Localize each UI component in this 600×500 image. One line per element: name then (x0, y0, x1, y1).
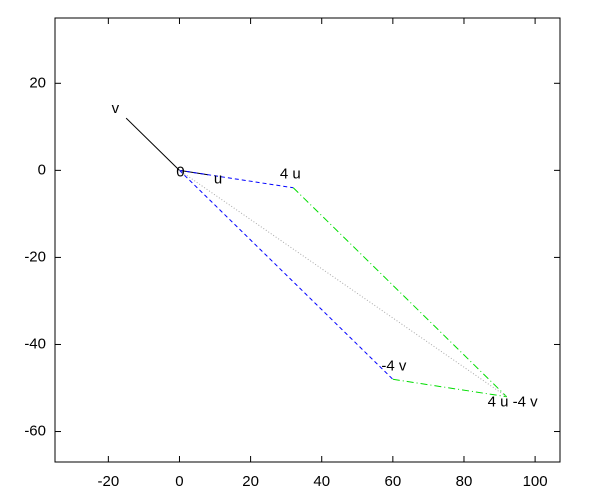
vector-segment (392, 378, 507, 398)
plot-frame (54, 17, 561, 463)
x-tick-label: 80 (456, 473, 473, 490)
annotation: -4 v (381, 357, 407, 374)
x-tick-label: 0 (175, 473, 183, 490)
vector-segment (179, 169, 294, 189)
x-tick-label: 20 (242, 473, 259, 490)
y-tick-label: -60 (24, 422, 46, 439)
vector-segment (292, 187, 508, 398)
x-tick-label: 40 (313, 473, 330, 490)
y-tick-label: -40 (24, 335, 46, 352)
x-tick-label: -20 (98, 473, 120, 490)
annotation: v (112, 100, 120, 117)
annotation: 4 u -4 v (488, 394, 539, 411)
y-tick-label: -20 (24, 248, 46, 265)
annotation: 0 (176, 163, 184, 180)
vector-segment (125, 117, 180, 171)
annotation: u (214, 171, 222, 188)
x-tick-label: 60 (385, 473, 402, 490)
y-tick-label: 0 (38, 161, 46, 178)
x-tick-label: 100 (523, 473, 548, 490)
vector-segment (179, 169, 507, 398)
annotation: 4 u (280, 166, 301, 183)
vector-segment (179, 169, 394, 380)
y-tick-label: 20 (29, 74, 46, 91)
